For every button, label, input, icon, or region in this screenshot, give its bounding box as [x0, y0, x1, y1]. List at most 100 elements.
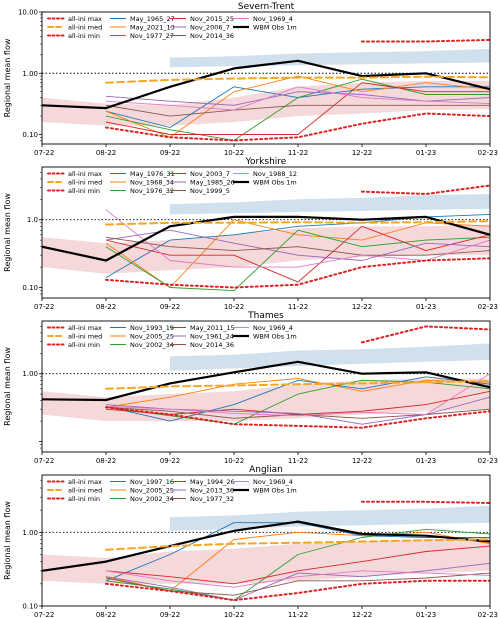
- x-tick-label: 09-22: [160, 611, 180, 618]
- legend-label: Nov_2002_34: [130, 495, 174, 503]
- series-line-nov-1969-4: [105, 86, 490, 111]
- y-axis-label: Regional mean flow: [3, 347, 12, 426]
- x-tick-label: 10-22: [224, 457, 244, 465]
- upper-range-band: [170, 194, 490, 215]
- stat-line-all-ini-max: [361, 184, 490, 196]
- y-tick-label: 0.10: [22, 284, 38, 292]
- y-tick-label: 1.00: [22, 70, 38, 78]
- series-line-nov-1976-32: [105, 229, 490, 292]
- x-tick-label: 07-22: [34, 149, 54, 157]
- x-tick-label: 08-22: [96, 149, 116, 157]
- legend-label: WBM Obs 1m: [253, 487, 297, 495]
- legend-label: WBM Obs 1m: [253, 333, 297, 341]
- panel-title: Severn-Trent: [238, 2, 295, 12]
- legend-label: May_1985_26: [190, 179, 235, 187]
- upper-range-band: [170, 505, 490, 531]
- legend-label: all-ini med: [68, 333, 102, 341]
- y-axis-label: Regional mean flow: [3, 38, 12, 117]
- x-tick-label: 08-22: [96, 611, 116, 618]
- y-tick-label: 10.00: [18, 9, 38, 17]
- series-line-nov-1988-12: [105, 209, 490, 268]
- series-line-nov-2003-7: [105, 225, 490, 283]
- x-tick-label: 01-23: [416, 457, 436, 465]
- legend-label: all-ini max: [68, 15, 102, 23]
- series-line-nov-2002-34: [105, 528, 490, 601]
- legend-label: Nov_2015_25: [190, 15, 234, 23]
- x-tick-label: 12-22: [352, 303, 372, 311]
- stat-line-all-ini-min: [105, 257, 490, 289]
- x-tick-label: 12-22: [352, 457, 372, 465]
- legend-label: Nov_1999_5: [190, 187, 230, 195]
- stat-line-all-ini-med: [105, 380, 490, 390]
- panel-title: Anglian: [249, 465, 283, 475]
- stat-line-all-ini-min: [105, 406, 490, 429]
- plot-frame: [41, 320, 491, 453]
- x-tick-label: 02-23: [478, 457, 498, 465]
- series-line-wbm-obs-1m: [42, 215, 490, 262]
- series-line-wbm-obs-1m: [42, 520, 490, 572]
- y-tick-label: 0.10: [22, 131, 38, 139]
- legend-label: Nov_1969_4: [253, 324, 293, 332]
- panel-title: Yorkshire: [245, 157, 287, 167]
- legend-label: all-ini max: [68, 170, 102, 178]
- panel-title: Thames: [247, 311, 284, 321]
- legend-label: all-ini min: [68, 187, 100, 195]
- legend-label: Nov_1977_27: [130, 32, 174, 40]
- y-tick-label: 1.0: [27, 216, 38, 224]
- legend-label: all-ini min: [68, 341, 100, 349]
- x-tick-label: 09-22: [160, 303, 180, 311]
- legend-label: Nov_2014_36: [190, 32, 234, 40]
- y-tick-label: 1.00: [22, 370, 38, 378]
- legend-label: Nov_2014_36: [190, 341, 234, 349]
- series-line-nov-1999-5: [105, 236, 490, 256]
- series-line-may-1994-26: [105, 545, 490, 585]
- legend-label: Nov_1997_16: [130, 478, 174, 486]
- legend-label: Nov_2003_7: [190, 170, 230, 178]
- legend-label: all-ini max: [68, 324, 102, 332]
- legend-label: Nov_1988_12: [253, 170, 297, 178]
- legend-label: all-ini min: [68, 32, 100, 40]
- series-line-wbm-obs-1m: [42, 59, 490, 110]
- x-tick-label: 10-22: [224, 611, 244, 618]
- legend-label: WBM Obs 1m: [253, 179, 297, 187]
- legend-label: Nov_2005_25: [130, 487, 174, 495]
- legend-label: May_2011_15: [190, 324, 235, 332]
- legend-label: May_1976_31: [130, 170, 175, 178]
- plot-area: [42, 184, 490, 292]
- legend-label: May_2021_13: [130, 24, 175, 32]
- x-tick-label: 09-22: [160, 149, 180, 157]
- x-tick-label: 10-22: [224, 303, 244, 311]
- x-tick-label: 08-22: [96, 457, 116, 465]
- panel-severn-trent: 07-22 08-22 09-22 10-22 11-22 12-22 01-23 02-23…: [3, 2, 498, 157]
- plot-area: [42, 38, 490, 142]
- plot-area: [42, 325, 490, 429]
- legend-label: all-ini med: [68, 487, 102, 495]
- legend-label: all-ini min: [68, 495, 100, 503]
- series-line-nov-2015-25: [105, 82, 490, 135]
- legend-label: all-ini med: [68, 179, 102, 187]
- stat-line-all-ini-max: [361, 500, 490, 504]
- upper-range-band: [170, 48, 490, 68]
- x-tick-label: 11-22: [288, 303, 308, 311]
- x-tick-label: 02-23: [478, 149, 498, 157]
- series-line-nov-1969-4: [105, 570, 490, 588]
- stat-line-all-ini-min: [105, 112, 490, 142]
- x-tick-label: 02-23: [478, 611, 498, 618]
- panel-thames: 07-22 08-22 09-22 10-22 11-22 12-22 01-23 02-23…: [3, 311, 498, 465]
- x-tick-label: 07-22: [34, 457, 54, 465]
- x-tick-label: 11-22: [288, 149, 308, 157]
- series-line-nov-2014-36: [105, 104, 490, 117]
- legend-label: May_1994_26: [190, 478, 235, 486]
- panel-yorkshire: 07-22 08-22 09-22 10-22 11-22 12-22 01-23 02-23…: [3, 157, 498, 311]
- plot-area: [42, 500, 490, 602]
- lower-range-band: [42, 537, 490, 584]
- y-axis-label: Regional mean flow: [3, 193, 12, 272]
- stat-line-all-ini-max: [361, 38, 490, 43]
- legend-label: all-ini max: [68, 478, 102, 486]
- panel-anglian: 07-22 08-22 09-22 10-22 11-22 12-22 01-23 02-23…: [3, 465, 498, 618]
- legend-label: Nov_1968_34: [130, 179, 174, 187]
